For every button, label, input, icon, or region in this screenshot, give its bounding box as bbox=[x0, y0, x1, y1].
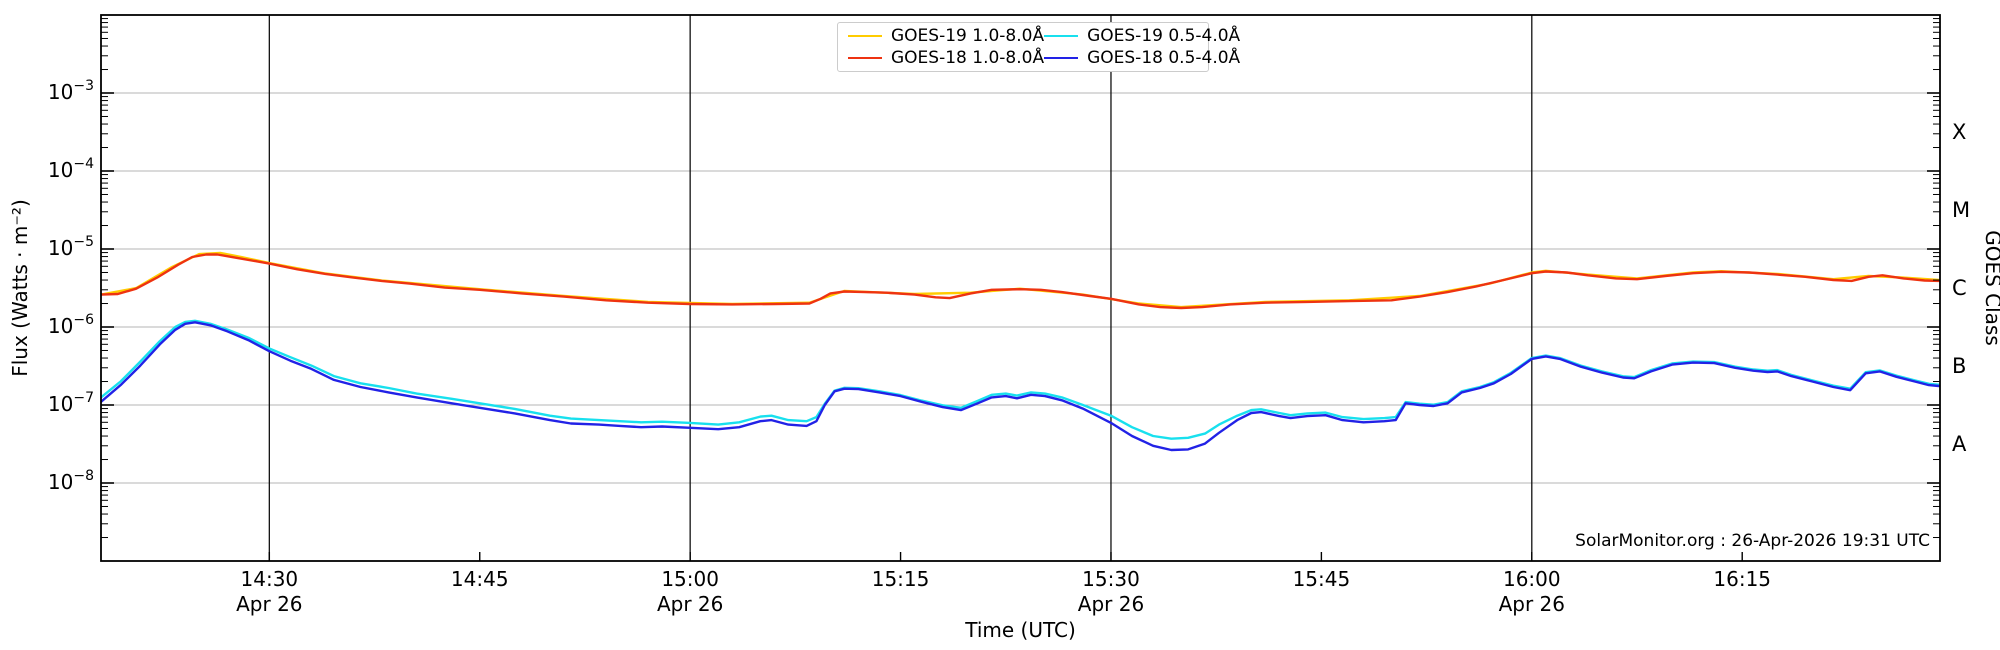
y-tick-label: 10−6 bbox=[48, 312, 94, 338]
x-tick-label: 14:45 bbox=[451, 567, 509, 591]
x-tick-label: 15:00 bbox=[661, 567, 719, 591]
x-axis-title: Time (UTC) bbox=[964, 618, 1076, 642]
legend-item: GOES-18 0.5-4.0Å bbox=[1044, 47, 1240, 69]
legend-line-goes18-short-icon bbox=[1044, 56, 1079, 60]
credit-text: SolarMonitor.org : 26-Apr-2026 19:31 UTC bbox=[1575, 531, 1930, 551]
y-tick-label: 10−8 bbox=[48, 468, 94, 494]
goes-class-label: A bbox=[1952, 432, 1967, 456]
series-curves bbox=[101, 251, 1940, 452]
goes-class-label: X bbox=[1952, 120, 1966, 144]
x-tick-label: 15:30 bbox=[1082, 567, 1140, 591]
y-tick-label: 10−3 bbox=[48, 78, 94, 104]
series-goes-18-0-5-4-0- bbox=[101, 321, 1940, 452]
legend-label: GOES-19 0.5-4.0Å bbox=[1087, 26, 1241, 46]
series-goes-18-1-0-8-0- bbox=[101, 253, 1940, 310]
series-goes-19-0-5-4-0- bbox=[101, 319, 1940, 440]
right-axis-title: GOES Class bbox=[1981, 230, 2000, 346]
x-tick-date: Apr 26 bbox=[236, 592, 302, 616]
legend-item: GOES-19 1.0-8.0Å bbox=[848, 25, 1044, 47]
legend-label: GOES-19 1.0-8.0Å bbox=[891, 26, 1045, 46]
chart-legend: GOES-19 1.0-8.0Å GOES-18 1.0-8.0Å GOES-1… bbox=[837, 22, 1240, 72]
goes-class-label: B bbox=[1952, 354, 1966, 378]
goes-class-label: M bbox=[1952, 198, 1970, 222]
legend-item: GOES-19 0.5-4.0Å bbox=[1044, 25, 1240, 47]
x-tick-date: Apr 26 bbox=[657, 592, 723, 616]
plot-border bbox=[100, 14, 1941, 562]
y-tick-label: 10−7 bbox=[48, 390, 94, 416]
gridlines bbox=[101, 15, 1940, 561]
legend-line-goes19-long-icon bbox=[848, 34, 882, 38]
x-tick-date: Apr 26 bbox=[1499, 592, 1565, 616]
y-tick-label: 10−5 bbox=[48, 234, 94, 260]
y-axis-title: Flux (Watts · m⁻²) bbox=[8, 199, 32, 377]
axis-ticks bbox=[101, 18, 1940, 561]
x-tick-label: 15:15 bbox=[872, 567, 930, 591]
x-tick-label: 16:15 bbox=[1713, 567, 1771, 591]
legend-label: GOES-18 0.5-4.0Å bbox=[1087, 48, 1241, 68]
legend-item: GOES-18 1.0-8.0Å bbox=[848, 47, 1044, 69]
y-tick-label: 10−4 bbox=[48, 156, 94, 182]
y-axis-labels: 10−8 10−7 10−6 10−5 10−4 10−3 bbox=[48, 78, 94, 494]
x-tick-label: 16:00 bbox=[1503, 567, 1561, 591]
x-tick-date: Apr 26 bbox=[1078, 592, 1144, 616]
legend-line-goes18-long-icon bbox=[848, 56, 882, 60]
goes-class-label: C bbox=[1952, 276, 1967, 300]
x-tick-label: 15:45 bbox=[1293, 567, 1351, 591]
legend-line-goes19-short-icon bbox=[1044, 34, 1079, 38]
legend-label: GOES-18 1.0-8.0Å bbox=[891, 48, 1045, 68]
x-tick-label: 14:30 bbox=[241, 567, 299, 591]
